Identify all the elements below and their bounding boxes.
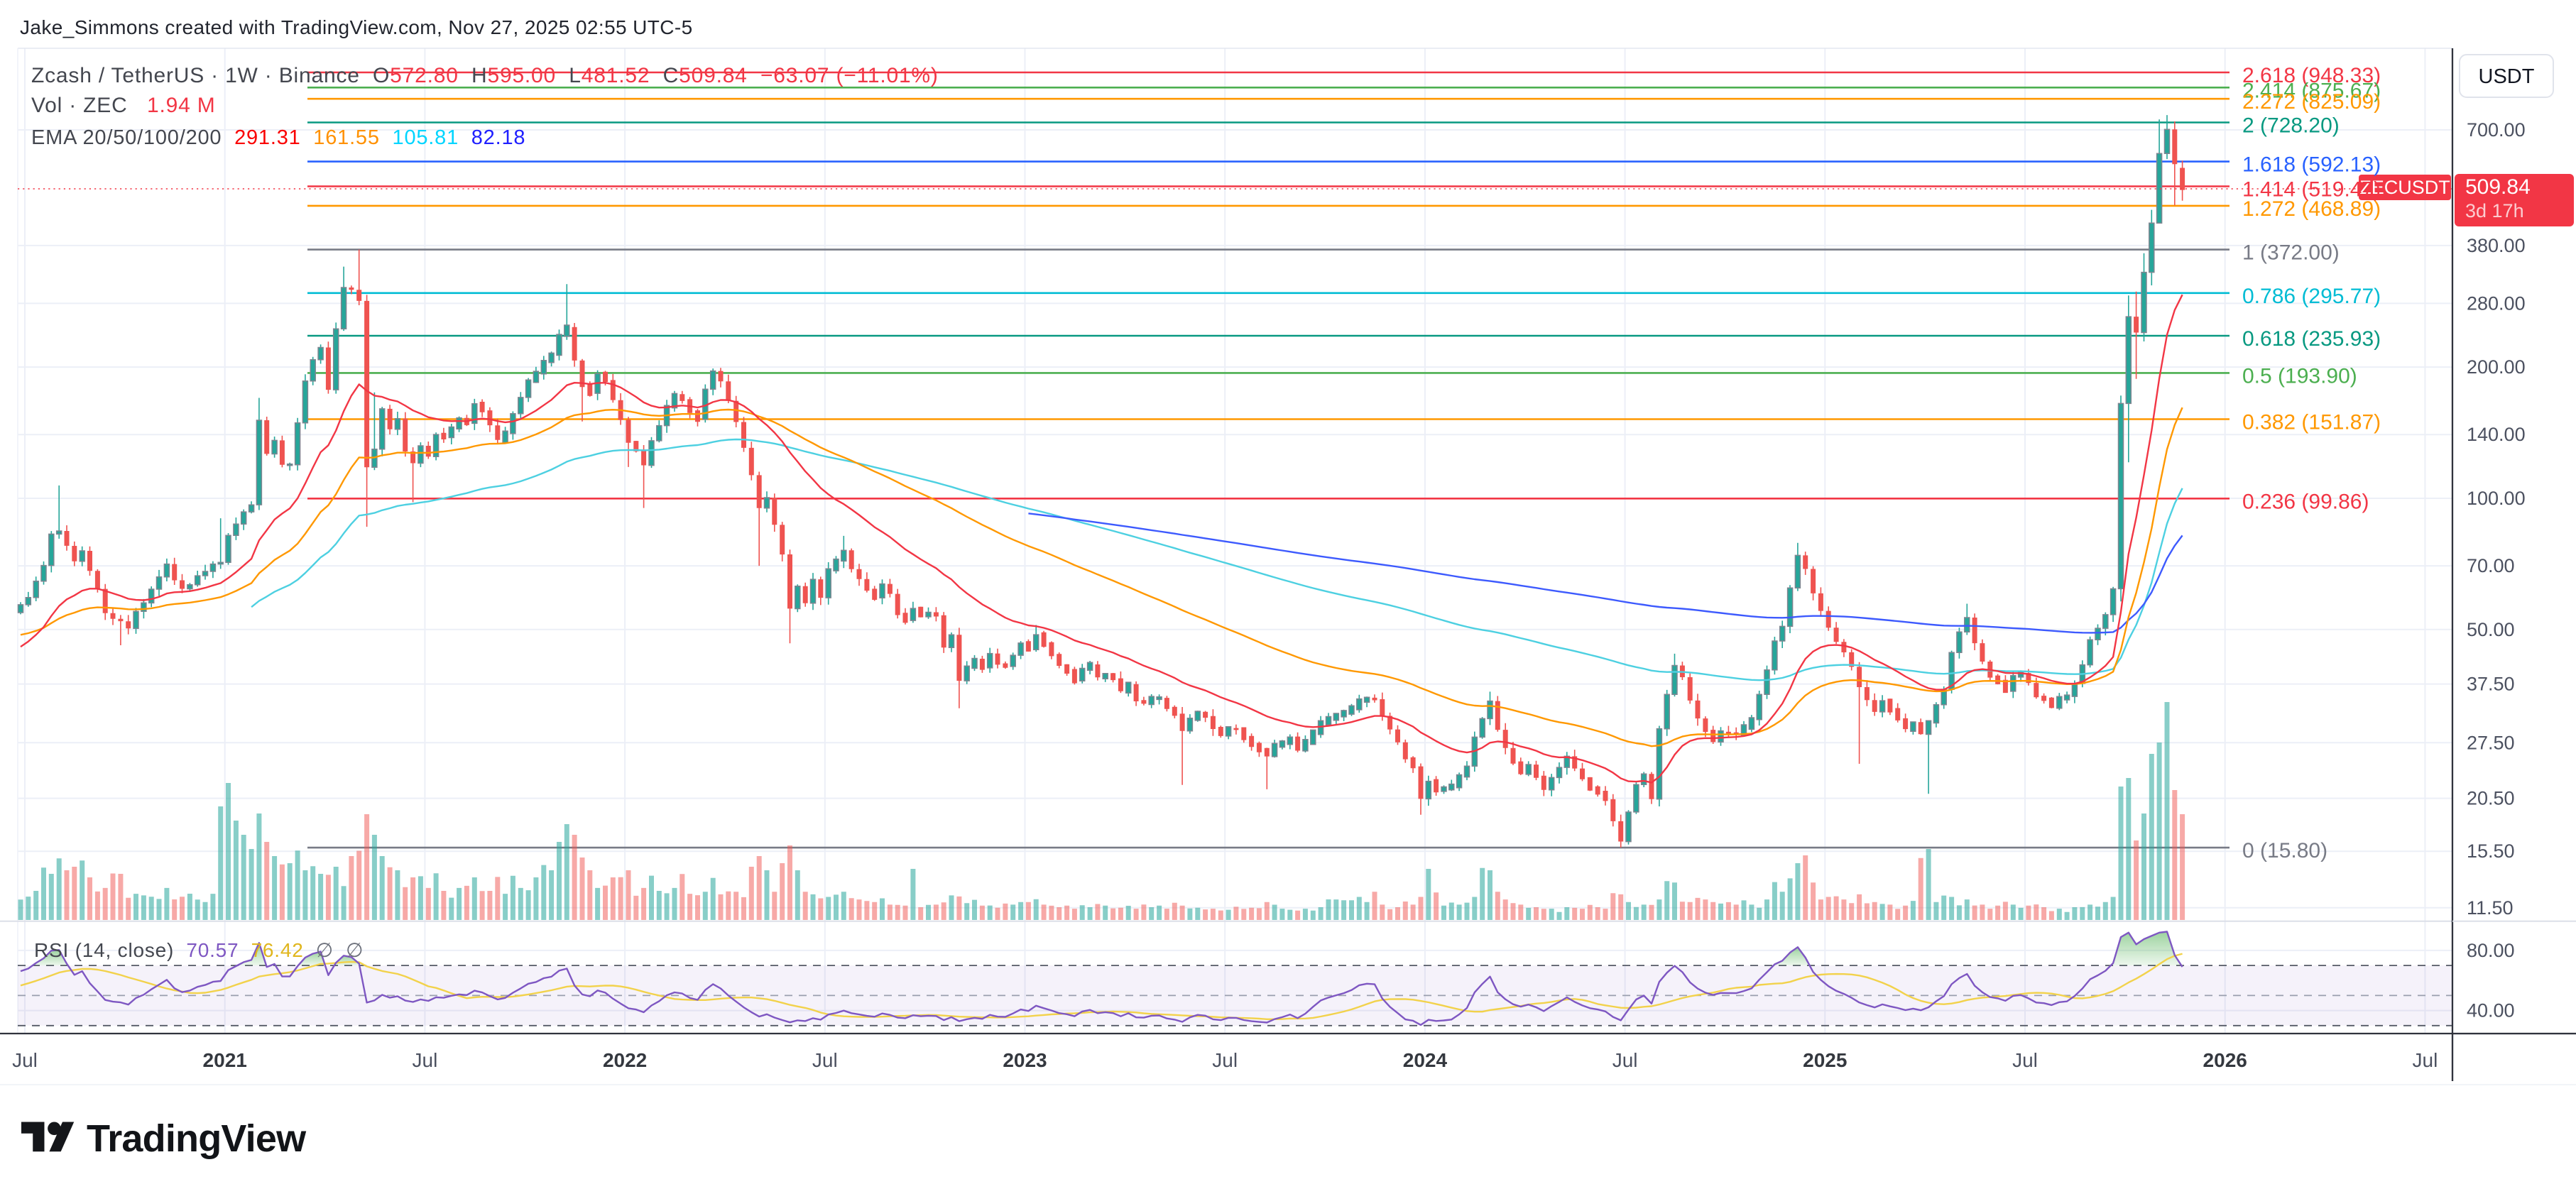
svg-text:Vol · ZEC 1.94 M: Vol · ZEC 1.94 M (31, 94, 216, 117)
svg-text:0.5 (193.90): 0.5 (193.90) (2242, 364, 2357, 388)
svg-text:1 (372.00): 1 (372.00) (2242, 241, 2340, 265)
svg-text:100.00: 100.00 (2467, 488, 2526, 509)
svg-text:40.00: 40.00 (2467, 1000, 2515, 1021)
svg-text:700.00: 700.00 (2467, 119, 2526, 141)
svg-text:Jul: Jul (2413, 1049, 2438, 1071)
svg-text:2 (728.20): 2 (728.20) (2242, 114, 2340, 138)
svg-text:USDT: USDT (2479, 65, 2535, 88)
svg-text:Jul: Jul (2012, 1049, 2038, 1071)
svg-text:2.618 (948.33): 2.618 (948.33) (2242, 64, 2381, 87)
svg-text:11.50: 11.50 (2467, 897, 2514, 919)
svg-text:140.00: 140.00 (2467, 424, 2526, 445)
svg-text:1.414 (519.47): 1.414 (519.47) (2242, 178, 2381, 202)
svg-text:2026: 2026 (2203, 1049, 2247, 1071)
svg-text:0.786 (295.77): 0.786 (295.77) (2242, 285, 2381, 308)
svg-text:50.00: 50.00 (2467, 619, 2515, 640)
svg-text:Jul: Jul (1612, 1049, 1638, 1071)
svg-text:1.272 (468.89): 1.272 (468.89) (2242, 197, 2381, 221)
svg-text:20.50: 20.50 (2467, 788, 2515, 809)
svg-text:Jake_Simmons created with Trad: Jake_Simmons created with TradingView.co… (20, 16, 693, 38)
svg-text:2022: 2022 (603, 1049, 647, 1071)
svg-text:TradingView: TradingView (87, 1117, 307, 1160)
svg-text:0.618 (235.93): 0.618 (235.93) (2242, 327, 2381, 351)
svg-text:Jul: Jul (12, 1049, 38, 1071)
svg-text:0 (15.80): 0 (15.80) (2242, 839, 2327, 862)
svg-text:EMA 20/50/100/200 291.31 161: EMA 20/50/100/200 291.31 161.55 105.81 8… (31, 126, 525, 149)
svg-text:2023: 2023 (1003, 1049, 1047, 1071)
svg-text:380.00: 380.00 (2467, 235, 2526, 256)
svg-text:2025: 2025 (1803, 1049, 1847, 1071)
svg-text:37.50: 37.50 (2467, 674, 2515, 695)
svg-text:Jul: Jul (812, 1049, 838, 1071)
svg-text:Zcash / TetherUS · 1W · Binanc: Zcash / TetherUS · 1W · Binance O572.80 … (31, 64, 939, 87)
svg-text:15.50: 15.50 (2467, 840, 2515, 862)
svg-text:509.84: 509.84 (2465, 175, 2531, 199)
svg-text:2.414 (875.67): 2.414 (875.67) (2242, 79, 2381, 102)
svg-text:RSI (14, close) 70.57 76.42: RSI (14, close) 70.57 76.42 ∅ ∅ (34, 939, 364, 961)
svg-text:0.382 (151.87): 0.382 (151.87) (2242, 411, 2381, 434)
svg-text:Jul: Jul (1212, 1049, 1238, 1071)
svg-text:3d 17h: 3d 17h (2465, 200, 2524, 221)
svg-text:80.00: 80.00 (2467, 940, 2515, 961)
svg-text:1.618 (592.13): 1.618 (592.13) (2242, 153, 2381, 177)
svg-text:280.00: 280.00 (2467, 292, 2526, 314)
svg-text:ZECUSDT: ZECUSDT (2359, 177, 2450, 198)
svg-text:2.272 (825.09): 2.272 (825.09) (2242, 90, 2381, 114)
svg-text:200.00: 200.00 (2467, 356, 2526, 378)
svg-text:Jul: Jul (413, 1049, 438, 1071)
svg-text:0.236 (99.86): 0.236 (99.86) (2242, 490, 2369, 513)
svg-text:70.00: 70.00 (2467, 555, 2515, 576)
svg-text:27.50: 27.50 (2467, 732, 2515, 753)
svg-text:2024: 2024 (1403, 1049, 1448, 1071)
svg-text:2021: 2021 (203, 1049, 247, 1071)
